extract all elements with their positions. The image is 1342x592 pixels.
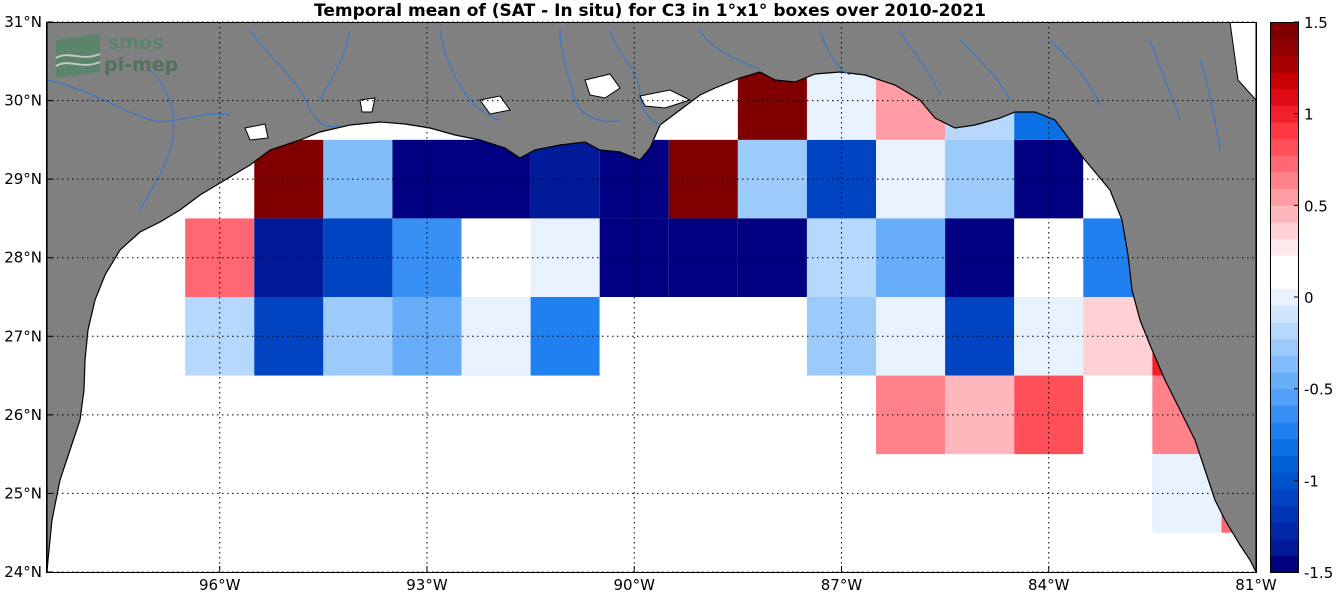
colorbar-swatch	[1270, 238, 1299, 256]
latitude-tick-label: 24°N	[4, 563, 42, 581]
colorbar-swatch	[1270, 155, 1299, 173]
colorbar-swatch	[1270, 522, 1299, 540]
longitude-tick-label: 81°W	[1235, 576, 1277, 592]
colorbar-swatch	[1270, 538, 1299, 556]
colorbar-swatch	[1270, 222, 1299, 240]
colorbar-swatch	[1270, 405, 1299, 423]
colorbar-tick-label: -1.5	[1304, 564, 1333, 582]
colorbar-swatch	[1270, 55, 1299, 73]
colorbar-tick-label: -0.5	[1304, 381, 1333, 399]
heatmap-cell	[530, 218, 600, 297]
heatmap-cell	[461, 297, 531, 376]
heatmap-cell	[945, 297, 1015, 376]
longitude-tick-label: 84°W	[1028, 576, 1070, 592]
colorbar-swatch	[1270, 555, 1299, 573]
heatmap-cell	[1014, 375, 1084, 455]
colorbar-swatch	[1270, 438, 1299, 456]
heatmap-cell	[530, 297, 600, 376]
latitude-tick-label: 25°N	[4, 484, 42, 502]
colorbar-swatch	[1270, 305, 1299, 323]
heatmap-cell	[945, 375, 1015, 455]
colorbar-swatch	[1270, 122, 1299, 140]
colorbar-swatch	[1270, 322, 1299, 340]
colorbar-swatch	[1270, 505, 1299, 523]
colorbar-swatch	[1270, 272, 1299, 290]
colorbar-swatch	[1270, 455, 1299, 473]
colorbar	[1270, 22, 1299, 573]
latitude-tick-label: 28°N	[4, 249, 42, 267]
heatmap-cell	[876, 297, 946, 376]
heatmap-cell	[876, 218, 946, 297]
colorbar-swatch	[1270, 372, 1299, 390]
longitude-tick-label: 93°W	[406, 576, 448, 592]
longitude-tick-label: 96°W	[199, 576, 241, 592]
rivers	[47, 29, 1221, 211]
colorbar-tick-label: 1.5	[1304, 14, 1328, 32]
colorbar-swatch	[1270, 355, 1299, 373]
colorbar-swatch	[1270, 422, 1299, 440]
colorbar-swatch	[1270, 22, 1299, 40]
colorbar-swatch	[1270, 38, 1299, 56]
heatmap-cell	[254, 218, 324, 297]
heatmap-cell	[185, 297, 255, 376]
heatmap-cell	[876, 375, 946, 455]
land-mass	[47, 22, 1256, 572]
heatmap-cell	[876, 139, 946, 219]
colorbar-swatch	[1270, 105, 1299, 123]
heatmap-cell	[530, 139, 600, 219]
colorbar-swatch	[1270, 388, 1299, 406]
logo-pimep: pi-mep	[104, 54, 178, 76]
colorbar-tick-label: 0	[1304, 289, 1314, 307]
colorbar-swatch	[1270, 72, 1299, 90]
colorbar-swatch	[1270, 338, 1299, 356]
latitude-tick-label: 26°N	[4, 406, 42, 424]
latitude-tick-label: 27°N	[4, 327, 42, 345]
heatmap-cell	[945, 218, 1015, 297]
colorbar-swatch	[1270, 88, 1299, 106]
colorbar-swatch	[1270, 205, 1299, 223]
colorbar-swatch	[1270, 255, 1299, 273]
colorbar-swatch	[1270, 138, 1299, 156]
heatmap-cell	[254, 297, 324, 376]
heatmap-cell	[461, 218, 531, 297]
longitude-tick-label: 87°W	[821, 576, 863, 592]
colorbar-swatch	[1270, 188, 1299, 206]
map-frame	[46, 22, 1257, 573]
latitude-tick-label: 29°N	[4, 170, 42, 188]
colorbar-tick-label: 0.5	[1304, 197, 1328, 215]
longitude-tick-label: 90°W	[614, 576, 656, 592]
colorbar-swatch	[1270, 472, 1299, 490]
colorbar-tick-label: -1	[1304, 472, 1319, 490]
longitude-labels: 96°W 93°W 90°W 87°W 84°W 81°W	[199, 566, 1277, 592]
logo-smos: smos	[108, 32, 163, 54]
colorbar-swatch	[1270, 172, 1299, 190]
latitude-labels: 31°N 30°N 29°N 28°N 27°N 26°N 25°N 24°N	[4, 13, 53, 581]
lakes	[244, 22, 1256, 141]
colorbar-swatch	[1270, 288, 1299, 306]
smos-pimep-logo: smos pi-mep	[55, 32, 178, 78]
heatmap-cell	[945, 139, 1015, 219]
latitude-tick-label: 30°N	[4, 92, 42, 110]
map-title: Temporal mean of (SAT - In situ) for C3 …	[314, 1, 986, 21]
colorbar-tick-label: 1	[1304, 106, 1314, 124]
colorbar-labels: 1.5 1 0.5 0 -0.5 -1 -1.5	[1294, 14, 1333, 582]
colorbar-swatch	[1270, 488, 1299, 506]
latitude-tick-label: 31°N	[4, 13, 42, 31]
